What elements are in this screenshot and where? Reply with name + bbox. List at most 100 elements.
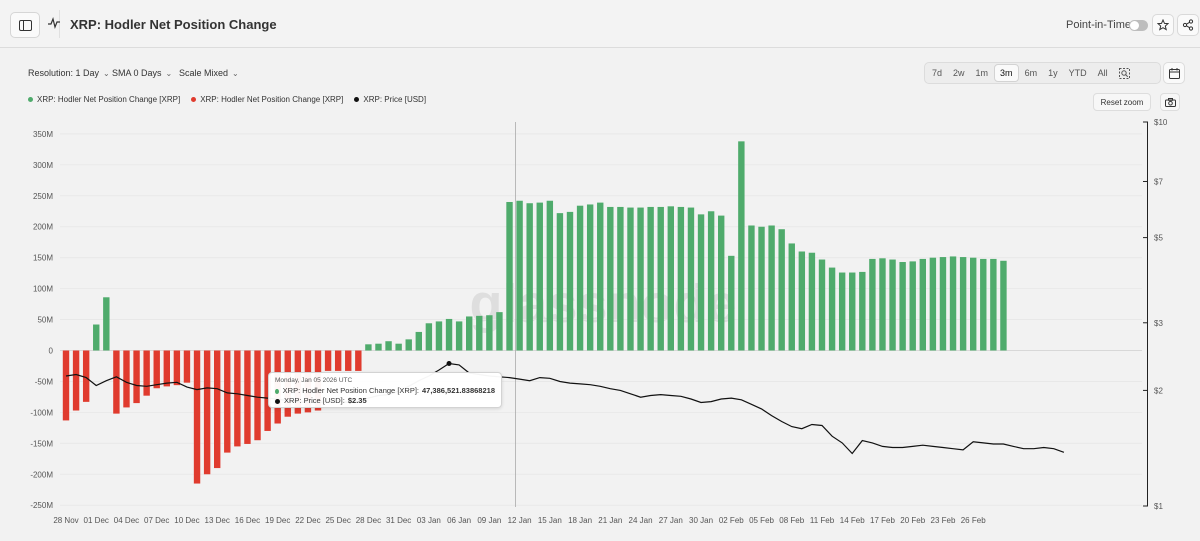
bar	[224, 350, 231, 453]
right-tick-label: $2	[1154, 386, 1163, 395]
bar	[980, 258, 987, 351]
bar	[697, 214, 705, 351]
y-tick-label: 150M	[33, 254, 53, 263]
y-tick-label: 250M	[33, 192, 53, 201]
chevron-down-icon: ⌄	[103, 69, 110, 78]
right-tick-label: $5	[1154, 234, 1163, 243]
bar	[718, 215, 725, 351]
bar	[355, 350, 362, 371]
bar	[415, 331, 422, 351]
bar	[526, 203, 533, 351]
bar	[234, 350, 241, 447]
bar-series	[62, 141, 1007, 484]
range-6m-button[interactable]: 6m	[1024, 68, 1038, 78]
tooltip-date: Monday, Jan 05 2026 UTC	[275, 377, 353, 384]
bar	[728, 255, 735, 351]
x-tick-label: 28 Nov	[53, 516, 78, 525]
range-all-button[interactable]: All	[1097, 68, 1108, 78]
zoom-select-button[interactable]	[1114, 64, 1135, 82]
x-tick-label: 08 Feb	[779, 516, 804, 525]
bar	[324, 350, 332, 371]
calendar-icon	[1168, 67, 1180, 79]
bar	[193, 350, 201, 484]
favorite-button[interactable]	[1152, 14, 1174, 36]
page-title: XRP: Hodler Net Position Change	[70, 17, 277, 32]
chevron-down-icon: ⌄	[232, 69, 239, 78]
price-series-line	[65, 362, 1065, 455]
bar	[103, 297, 110, 351]
x-tick-label: 01 Dec	[84, 516, 109, 525]
bar	[788, 243, 795, 351]
bar	[133, 350, 140, 404]
bar	[687, 207, 695, 351]
tooltip-row-price: XRP: Price [USD]: $2.35	[275, 396, 495, 406]
range-1y-button[interactable]: 1y	[1048, 68, 1058, 78]
legend-dot	[28, 97, 33, 102]
screenshot-button[interactable]	[1160, 93, 1180, 111]
bar	[647, 206, 654, 351]
tooltip-row-net-position: XRP: Hodler Net Position Change [XRP]: 47…	[275, 386, 495, 396]
bar	[466, 316, 473, 351]
range-1m-button[interactable]: 1m	[975, 68, 989, 78]
calendar-button[interactable]	[1163, 62, 1185, 84]
chart-legend: XRP: Hodler Net Position Change [XRP] XR…	[28, 95, 437, 104]
y-tick-label: 300M	[33, 161, 53, 170]
y-tick-label: 200M	[33, 223, 53, 232]
x-tick-label: 17 Feb	[870, 516, 895, 525]
bar	[1000, 260, 1007, 351]
bar	[254, 350, 261, 441]
bar	[586, 204, 594, 351]
bar	[334, 350, 342, 371]
bar	[798, 251, 806, 351]
x-tick-label: 16 Dec	[235, 516, 260, 525]
tooltip-label: XRP: Hodler Net Position Change [XRP]:	[282, 386, 419, 395]
bar	[667, 206, 674, 351]
y-tick-label: -200M	[30, 470, 53, 479]
bar	[173, 350, 181, 386]
bar	[566, 211, 574, 351]
range-2w-button[interactable]: 2w	[953, 68, 965, 78]
reset-zoom-button[interactable]: Reset zoom	[1093, 93, 1151, 111]
x-tick-label: 24 Jan	[629, 516, 653, 525]
bar	[959, 257, 967, 351]
top-bar: XRP: Hodler Net Position Change Point-in…	[0, 0, 1200, 48]
x-tick-label: 02 Feb	[719, 516, 744, 525]
sidebar-icon	[18, 19, 32, 31]
zoom-area-icon	[1118, 67, 1130, 79]
bar	[375, 343, 382, 351]
tooltip-dot	[275, 398, 280, 404]
x-tick-label: 31 Dec	[386, 516, 411, 525]
bar	[919, 258, 926, 351]
range-3m-button[interactable]: 3m	[994, 64, 1019, 82]
scale-dropdown[interactable]: Scale Mixed ⌄	[179, 68, 239, 78]
sidebar-toggle-button[interactable]	[10, 12, 40, 38]
bar	[264, 350, 271, 431]
bar	[72, 350, 80, 411]
resolution-dropdown[interactable]: Resolution: 1 Day ⌄	[28, 68, 110, 78]
y-tick-label: -50M	[35, 377, 54, 386]
bar	[476, 315, 483, 351]
point-in-time-toggle[interactable]	[1129, 20, 1148, 31]
bar	[546, 200, 554, 351]
legend-item-price[interactable]: XRP: Price [USD]	[354, 95, 426, 104]
bar	[163, 350, 170, 387]
x-tick-label: 15 Jan	[538, 516, 562, 525]
bar	[516, 200, 523, 351]
bar	[183, 350, 191, 383]
x-axis: 28 Nov 01 Dec 04 Dec 07 Dec 10 Dec 13 Dec 16 D…	[53, 516, 986, 525]
legend-item-green[interactable]: XRP: Hodler Net Position Change [XRP]	[28, 95, 180, 104]
share-button[interactable]	[1177, 14, 1199, 36]
x-tick-label: 09 Jan	[477, 516, 501, 525]
tooltip-dot	[275, 388, 279, 394]
bar	[929, 257, 937, 351]
scale-label: Scale Mixed	[179, 68, 229, 78]
bar	[597, 202, 604, 351]
bar	[486, 315, 493, 351]
bar	[435, 321, 443, 351]
legend-item-red[interactable]: XRP: Hodler Net Position Change [XRP]	[191, 95, 343, 104]
bar	[62, 350, 70, 421]
sma-dropdown[interactable]: SMA 0 Days ⌄	[112, 68, 172, 78]
range-7d-button[interactable]: 7d	[932, 68, 943, 78]
range-ytd-button[interactable]: YTD	[1068, 68, 1087, 78]
